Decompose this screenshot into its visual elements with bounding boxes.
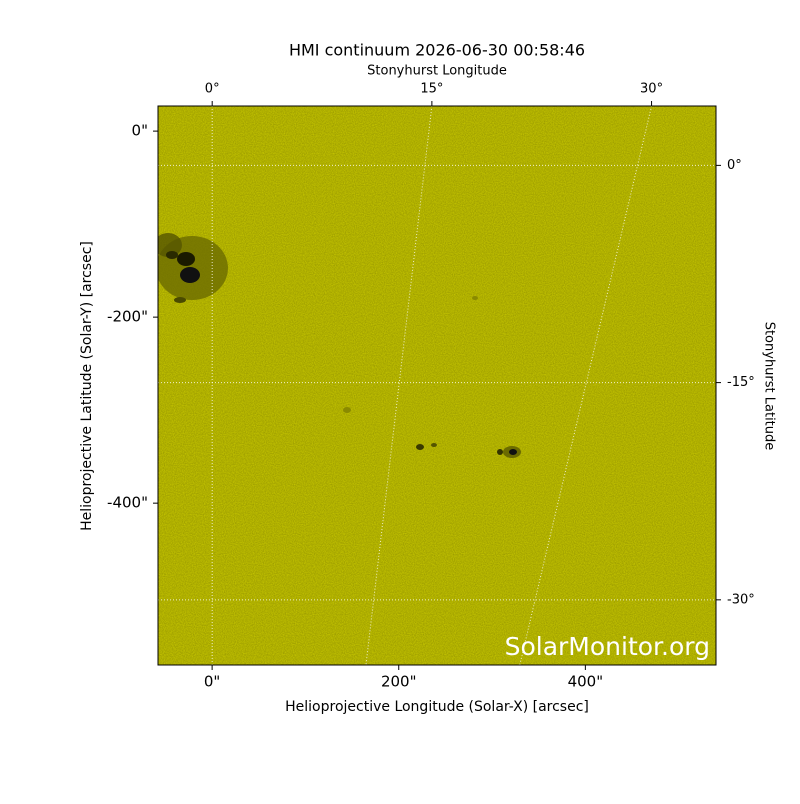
x2-axis-label: Stonyhurst Longitude xyxy=(367,64,507,79)
chart-title: HMI continuum 2026-06-30 00:58:46 xyxy=(289,41,585,60)
watermark: SolarMonitor.org xyxy=(505,632,710,661)
y2-tick-label: -30° xyxy=(727,592,755,607)
pore xyxy=(343,407,351,413)
x2-tick-label: 0° xyxy=(205,82,220,97)
x2-tick-label: 15° xyxy=(420,82,443,97)
y2-tick-label: -15° xyxy=(727,375,755,390)
umbra xyxy=(416,444,424,450)
umbra xyxy=(431,443,437,447)
frame xyxy=(157,105,717,666)
granulation xyxy=(158,106,716,665)
umbra xyxy=(174,297,186,303)
umbra xyxy=(166,251,178,259)
y-tick-label: -400" xyxy=(107,494,148,512)
y2-tick-label: 0° xyxy=(727,158,742,173)
x-tick-label: 400" xyxy=(568,673,604,691)
y-tick-label: -200" xyxy=(107,308,148,326)
grid xyxy=(158,106,716,665)
x-tick-label: 200" xyxy=(381,673,417,691)
grid-line xyxy=(365,106,433,665)
penumbra xyxy=(158,233,182,257)
sunspots xyxy=(158,106,716,665)
y-axis-label: Helioprojective Latitude (Solar-Y) [arcs… xyxy=(79,241,95,531)
x2-tick-label: 30° xyxy=(640,82,663,97)
y2-axis-label: Stonyhurst Latitude xyxy=(762,322,777,451)
pore xyxy=(472,296,478,300)
x-axis-label: Helioprojective Longitude (Solar-X) [arc… xyxy=(285,699,589,715)
y-tick-label: 0" xyxy=(132,122,148,140)
umbra xyxy=(180,267,200,283)
umbra xyxy=(509,449,517,455)
umbra xyxy=(177,252,195,266)
x-tick-label: 0" xyxy=(204,673,220,691)
umbra xyxy=(497,449,503,455)
